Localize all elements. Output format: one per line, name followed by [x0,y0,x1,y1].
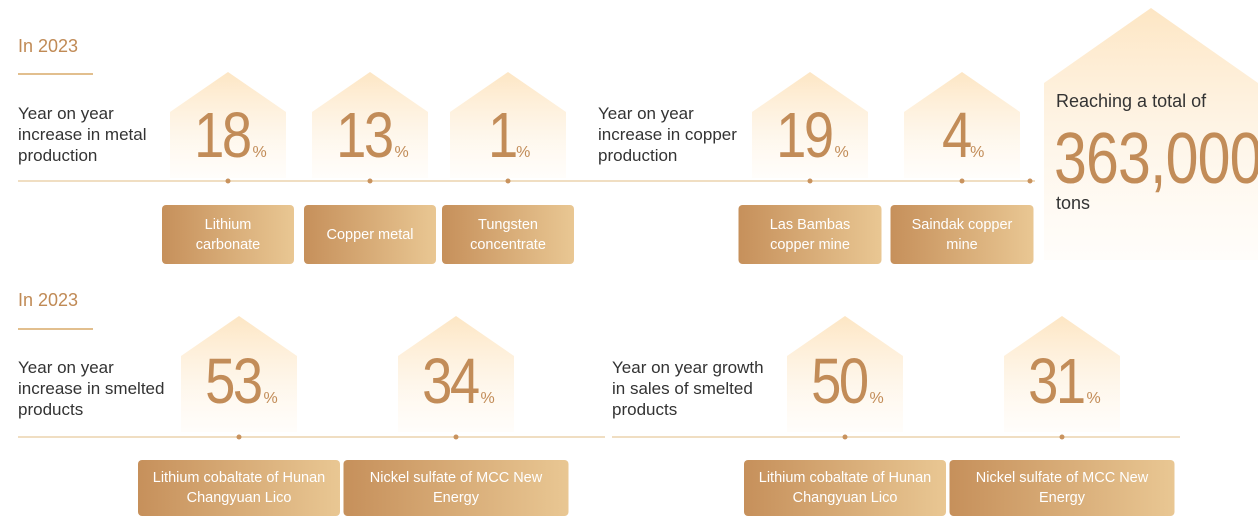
heading-underline [18,328,93,330]
house-shape [398,316,514,432]
timeline-dot [367,178,373,184]
house-shape [450,72,566,178]
section-heading: In 2023 [18,36,79,56]
timeline-dot [959,178,965,184]
group-description: Year on year increase in metal productio… [18,104,147,165]
item-label: Nickel sulfate of MCC New Energy [343,460,569,516]
item-label: Tungsten concentrate [442,205,574,264]
timeline-dot [807,178,813,184]
stat-number: 19 [776,99,834,171]
house-shape [787,316,903,432]
stat-unit: % [834,144,849,161]
stat-unit: % [869,390,884,407]
stat-number: 4 [942,99,972,171]
stat-number: 50 [811,345,869,417]
timeline-dot [453,434,459,440]
stat-unit: % [1086,390,1101,407]
item-label: Lithium carbonate [162,205,294,264]
stat-value: 1% [486,98,531,172]
stat-number: 53 [205,345,263,417]
stat-value: 4% [940,98,985,172]
stat-value: 31% [1023,344,1101,418]
group-description: Year on year increase in copper producti… [598,104,737,165]
stat-value: 34% [417,344,495,418]
item-label: Lithium cobaltate of Hunan Changyuan Lic… [744,460,946,516]
stat-unit: % [480,390,495,407]
stat-value: 18% [189,98,267,172]
timeline-dot [1027,178,1033,184]
stat-number: 31 [1028,345,1086,417]
stat-value: 19% [771,98,849,172]
item-label: Las Bambas copper mine [738,205,882,264]
heading-underline [18,73,93,75]
timeline-dot [842,434,848,440]
item-label: Copper metal [304,205,436,264]
stat-unit: % [252,144,267,161]
stat-unit: % [970,144,985,161]
house-shape [904,72,1020,178]
stat-number: 13 [336,99,394,171]
house-shape [312,72,428,178]
item-label: Nickel sulfate of MCC New Energy [949,460,1175,516]
timeline-dot [225,178,231,184]
item-label: Saindak copper mine [890,205,1034,264]
house-shape [1004,316,1120,432]
total-value: 363,000 [1054,119,1258,199]
stat-number: 34 [422,345,480,417]
stat-value: 53% [200,344,278,418]
group-description: Year on year increase in smelted product… [18,358,165,419]
stat-unit: % [516,144,531,161]
total-unit: tons [1056,193,1091,213]
house-shape [1044,8,1258,260]
timeline-dot [236,434,242,440]
house-shape [752,72,868,178]
section-heading: In 2023 [18,290,79,310]
stat-value: 13% [331,98,409,172]
total-intro: Reaching a total of [1056,91,1207,111]
stat-value: 50% [806,344,884,418]
timeline-dot [505,178,511,184]
item-label: Lithium cobaltate of Hunan Changyuan Lic… [138,460,340,516]
group-description: Year on year growth in sales of smelted … [612,358,764,419]
stat-number: 18 [194,99,252,171]
timeline-dot [1059,434,1065,440]
stat-unit: % [394,144,409,161]
stat-number: 1 [488,99,518,171]
house-shape [181,316,297,432]
stat-unit: % [263,390,278,407]
house-shape [170,72,286,178]
